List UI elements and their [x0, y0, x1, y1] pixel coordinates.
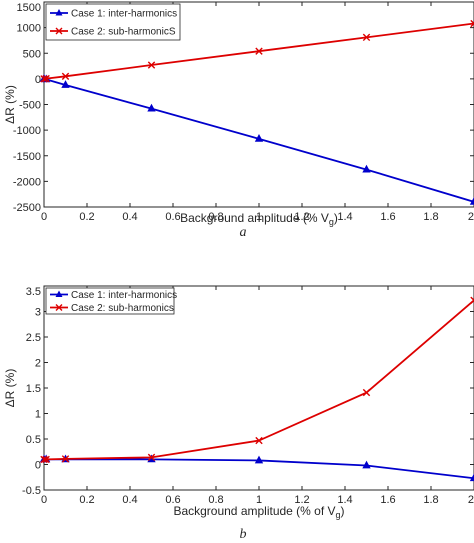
y-tick-label: 1 — [35, 409, 41, 421]
data-point-x — [42, 455, 50, 464]
data-point-x — [61, 455, 70, 463]
x-tick-label: 0.6 — [165, 211, 180, 223]
x-tick-label: 0.2 — [79, 211, 94, 223]
x-tick-label: 1.4 — [337, 494, 352, 506]
y-tick-label: -1000 — [13, 125, 41, 137]
data-point-x — [362, 388, 371, 397]
y-tick-label: 0.5 — [26, 434, 41, 446]
y-tick-label: 1.5 — [26, 383, 41, 395]
y-tick-label: 0 — [35, 460, 41, 472]
data-point-x — [61, 72, 70, 81]
x-axis-label-tail: ) — [334, 211, 338, 225]
data-point-triangle — [469, 473, 474, 482]
data-point-triangle — [362, 164, 371, 173]
y-tick-label: -0.5 — [22, 485, 41, 497]
chart-panel-b: 0 0.2 0.4 0.6 0.8 1 1.2 1.4 1.6 1.8 2-0.500.511.52… — [3, 285, 474, 542]
panel-caption: a — [240, 225, 247, 240]
data-point-x — [470, 19, 474, 28]
x-axis-label: Background amplitude (% of Vg) — [173, 504, 344, 520]
data-point-x — [40, 75, 48, 83]
data-point-triangle — [469, 197, 474, 205]
x-tick-label: 1.4 — [337, 211, 352, 223]
data-point-triangle — [362, 460, 371, 469]
x-tick-label: 1 — [256, 494, 262, 506]
x-axis-label-main: Background amplitude (% of V — [173, 504, 335, 518]
legend-entry-label: Case 2: sub-harmonics — [71, 303, 174, 314]
data-point-triangle — [254, 455, 264, 464]
series-line — [44, 299, 474, 461]
panel-caption: b — [240, 527, 247, 542]
x-axis-label-subscript: g — [329, 217, 334, 227]
x-tick-label: 1 — [256, 211, 262, 223]
x-tick-label: 0 — [41, 211, 47, 223]
data-point-x — [255, 436, 263, 445]
y-tick-label: -2000 — [13, 176, 41, 188]
x-tick-label: 1.2 — [294, 494, 309, 506]
x-tick-label: 0.6 — [165, 494, 180, 506]
x-tick-label: 1.8 — [423, 494, 438, 506]
data-point-x — [147, 61, 156, 69]
x-axis-label: Background amplitude (% Vg) — [180, 211, 338, 227]
data-point-triangle — [147, 103, 156, 112]
y-tick-label: 2.5 — [26, 332, 41, 344]
x-tick-label: 0.4 — [122, 494, 137, 506]
legend-box — [45, 3, 181, 41]
legend-box — [45, 287, 175, 315]
legend-marker-triangle — [55, 290, 63, 297]
y-tick-label: -1500 — [13, 151, 41, 163]
data-point-triangle — [254, 133, 264, 142]
legend-entry-label: Case 1: inter-harmonics — [71, 290, 177, 301]
x-axis-label-subscript: g — [336, 510, 341, 520]
x-axis-label-main: Background amplitude (% V — [180, 211, 329, 225]
x-tick-label: 1.8 — [423, 211, 438, 223]
data-point-x — [40, 455, 48, 464]
x-tick-label: 0.2 — [79, 494, 94, 506]
x-tick-label: 0.8 — [208, 211, 223, 223]
x-tick-label: 0.4 — [122, 211, 137, 223]
y-tick-label: 2 — [35, 358, 41, 370]
x-tick-label: 1.2 — [294, 211, 309, 223]
y-axis-label: ΔR (%) — [3, 85, 17, 124]
legend-marker-x — [55, 27, 63, 35]
data-point-x — [362, 33, 371, 42]
legend-marker-x — [55, 304, 63, 311]
y-tick-label: 1000 — [17, 23, 41, 35]
y-tick-label: 0 — [35, 74, 41, 86]
x-tick-label: 2 — [468, 494, 474, 506]
data-point-triangle — [61, 80, 70, 88]
y-tick-label: 500 — [23, 48, 41, 60]
x-tick-label: 0 — [41, 494, 47, 506]
x-tick-label: 1.6 — [380, 211, 395, 223]
legend-entry-label: Case 1: inter-harmonics — [71, 9, 177, 20]
legend-entry-label: Case 2: sub-harmonicS — [71, 27, 176, 38]
data-point-x — [470, 296, 474, 304]
y-axis-label: ΔR (%) — [3, 369, 17, 408]
x-tick-label: 1.6 — [380, 494, 395, 506]
chart-panel-a: 0 0.2 0.4 0.6 0.8 1 1.2 1.4 1.6 1.8 2 -2500 -2000 -15… — [3, 1, 474, 240]
y-tick-label: 3.5 — [26, 286, 41, 298]
legend-marker-triangle — [55, 9, 63, 16]
y-tick-label: 1500 — [17, 2, 41, 14]
y-tick-label: 3 — [35, 307, 41, 319]
data-point-x — [255, 47, 263, 55]
y-tick-label: -500 — [19, 100, 41, 112]
y-tick-label: -2500 — [13, 202, 41, 214]
x-tick-label: 0.8 — [208, 494, 223, 506]
x-axis-label-tail: ) — [341, 504, 345, 518]
data-point-x — [42, 74, 50, 83]
data-point-x — [147, 453, 156, 462]
x-tick-label: 2 — [468, 211, 474, 223]
